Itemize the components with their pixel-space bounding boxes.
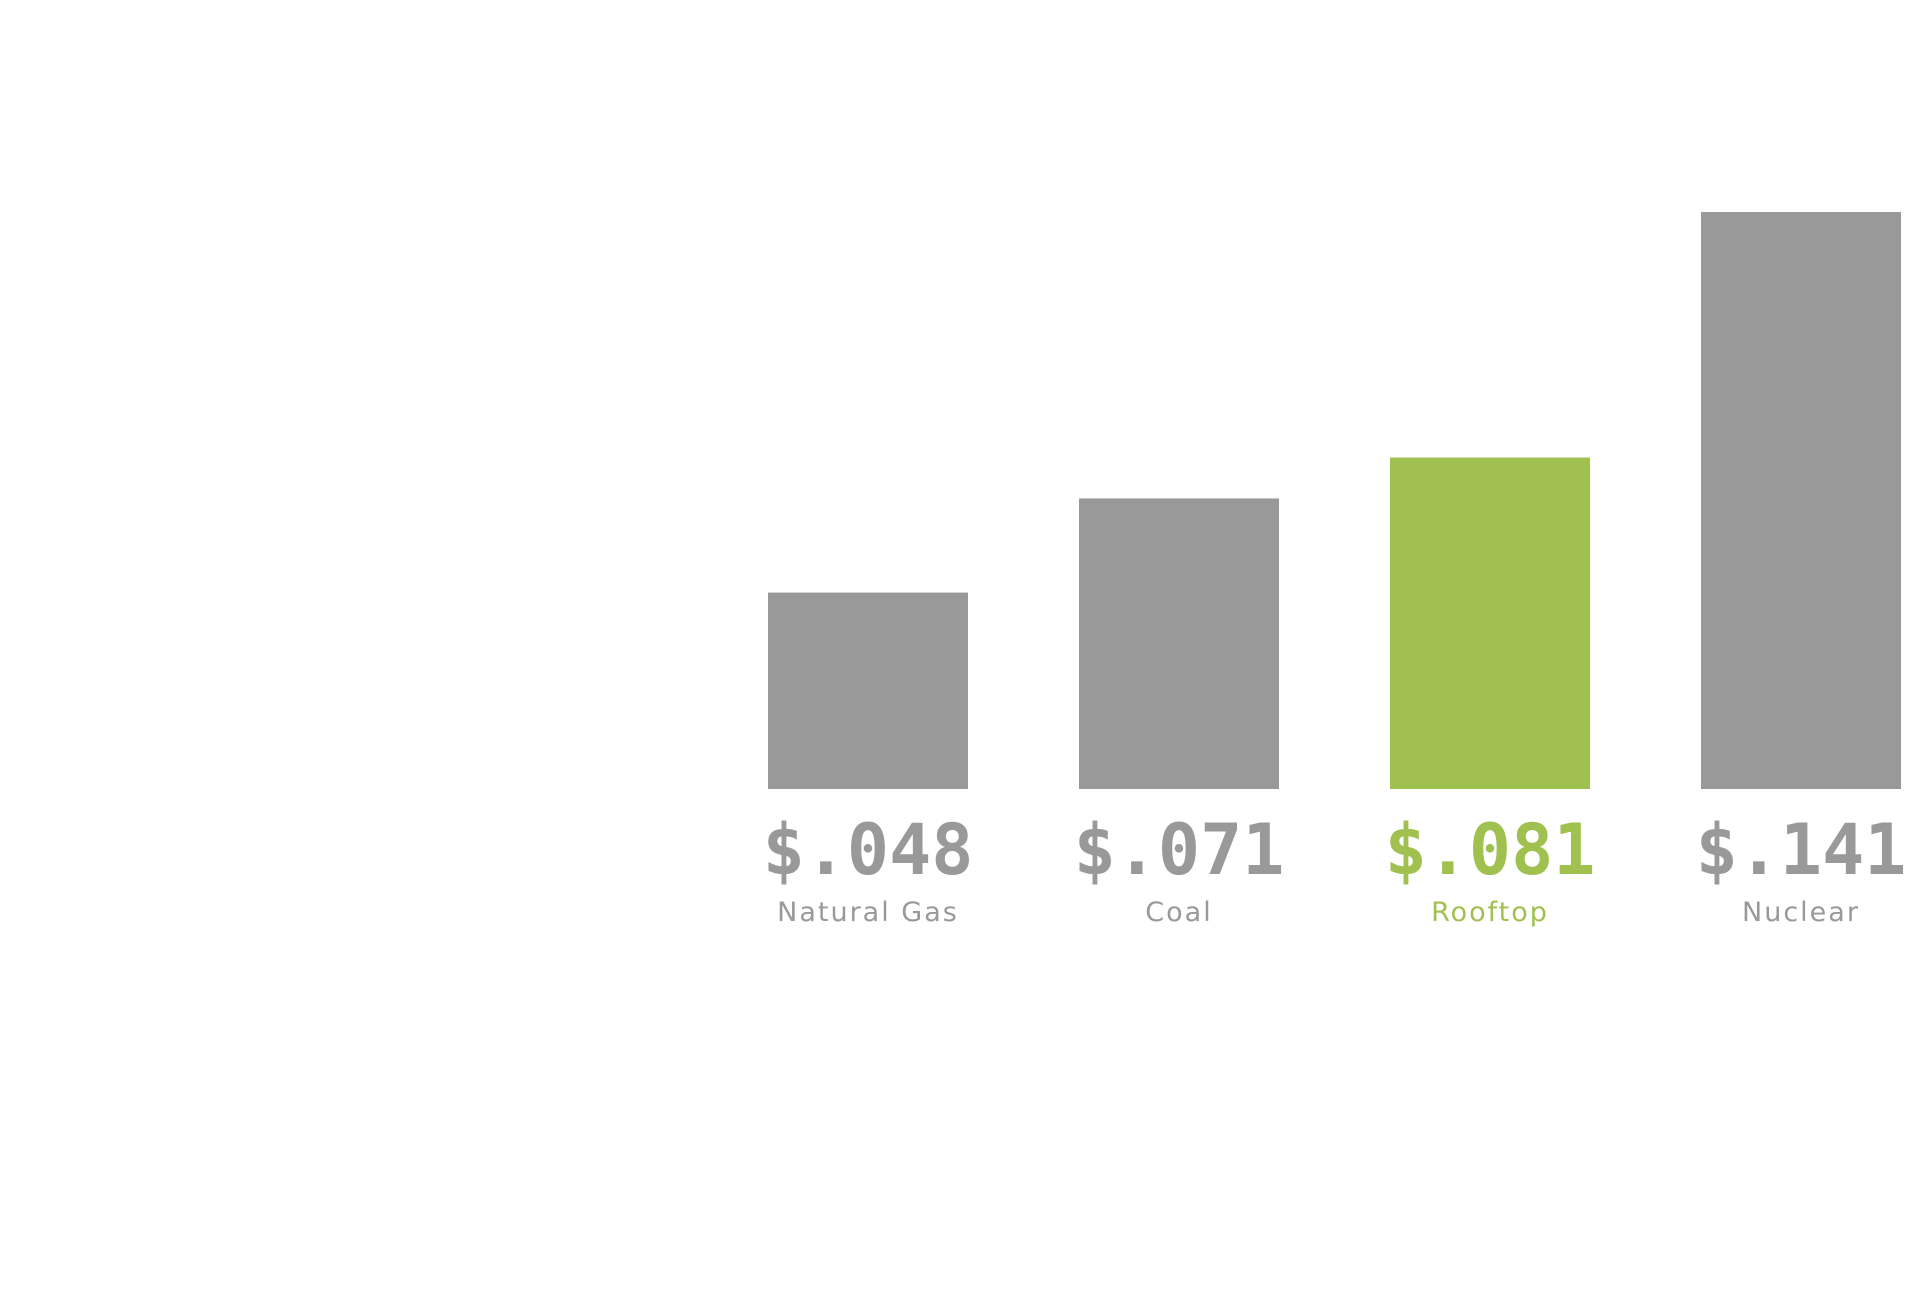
value-label-rooftop: $.081: [1385, 809, 1596, 891]
value-label-natural-gas: $.048: [763, 809, 974, 891]
value-label-coal: $.071: [1074, 809, 1285, 891]
bar-natural-gas: [768, 592, 968, 789]
value-label-nuclear: $.141: [1696, 809, 1907, 891]
category-label-natural-gas: Natural Gas: [777, 897, 959, 928]
category-label-rooftop: Rooftop: [1431, 897, 1549, 928]
bar-nuclear: [1701, 212, 1901, 789]
category-label-nuclear: Nuclear: [1742, 897, 1860, 928]
bar-rooftop: [1390, 457, 1590, 789]
category-label-coal: Coal: [1145, 897, 1212, 928]
bar-coal: [1079, 498, 1279, 789]
